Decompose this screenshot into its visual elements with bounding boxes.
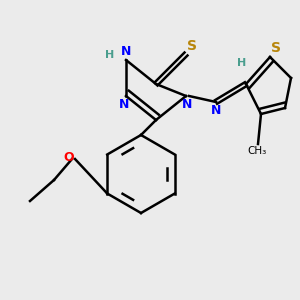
Text: N: N — [211, 103, 221, 116]
Text: CH₃: CH₃ — [247, 146, 266, 156]
Text: H: H — [237, 58, 246, 68]
Text: N: N — [119, 98, 130, 110]
Text: O: O — [63, 151, 74, 164]
Text: S: S — [188, 38, 197, 52]
Text: N: N — [121, 46, 131, 59]
Text: H: H — [105, 50, 114, 61]
Text: N: N — [182, 98, 193, 110]
Text: S: S — [272, 41, 281, 56]
